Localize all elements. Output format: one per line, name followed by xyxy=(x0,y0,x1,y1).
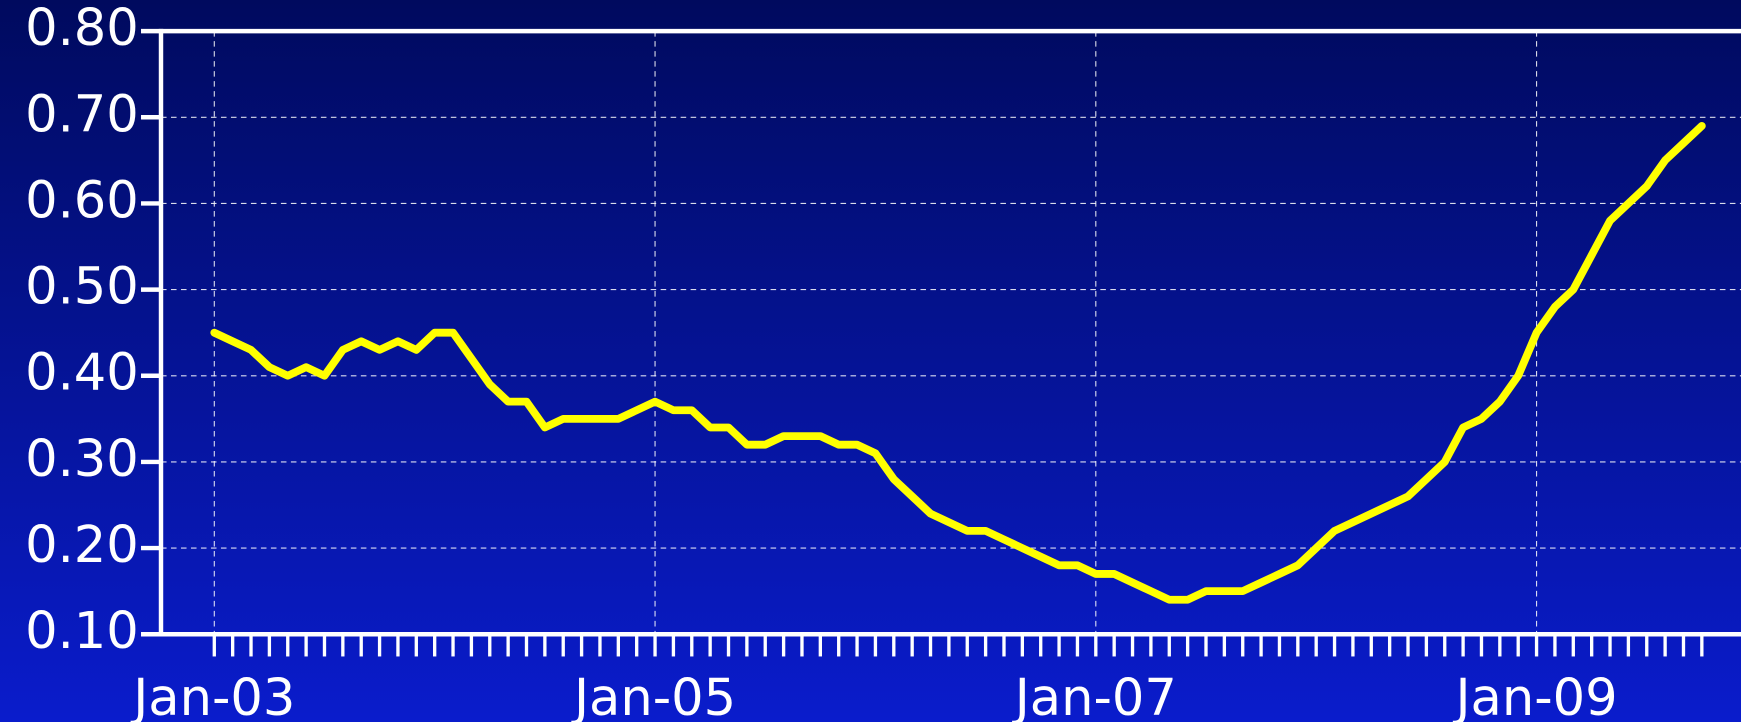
y-tick-label: 0.60 xyxy=(25,171,139,230)
y-tick-label: 0.20 xyxy=(25,516,139,575)
y-tick-label: 0.30 xyxy=(25,430,139,489)
x-tick-label: Jan-09 xyxy=(1452,669,1617,722)
y-tick-label: 0.50 xyxy=(25,258,139,317)
x-tick-label: Jan-05 xyxy=(571,669,736,722)
y-tick-label: 0.70 xyxy=(25,85,139,144)
y-tick-label: 0.80 xyxy=(25,0,139,58)
data-line xyxy=(210,121,1706,604)
x-tick-label: Jan-03 xyxy=(130,669,295,722)
y-tick-label: 0.10 xyxy=(25,602,139,661)
x-tick-label: Jan-07 xyxy=(1012,669,1177,722)
y-tick-label: 0.40 xyxy=(25,344,139,403)
